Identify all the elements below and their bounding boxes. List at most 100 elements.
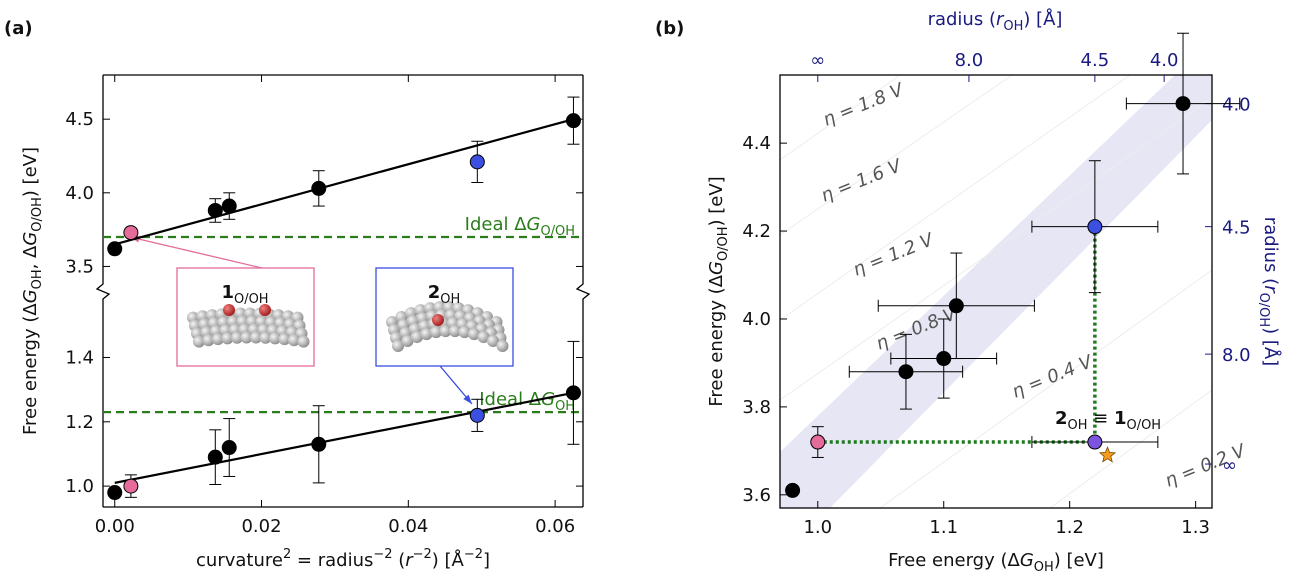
x2-axis-label: radius (rOH) [Å] [928,8,1063,34]
point [811,435,825,449]
text-part: Free energy (Δ [20,303,41,435]
text-part: , Δ [20,245,41,269]
panel-label: (b) [655,18,684,39]
text-part: O/OH [1127,418,1162,433]
plot-background [780,75,1212,508]
text-part: ] [483,550,490,571]
y-tick-label: 4.4 [742,133,771,154]
text-part: −2 [413,547,432,562]
y-tick-label: 1.0 [65,476,94,497]
y-tick-label: 1.2 [65,412,94,433]
point [222,441,236,455]
text-part: ≡ [1087,408,1114,429]
text-part: radius ( [1260,217,1281,285]
text-part: ) [Å] [1260,327,1282,366]
y-tick-label: 3.8 [742,397,771,418]
text-part: radius ( [928,9,996,30]
text-part: −2 [464,547,483,562]
text-part: G [20,289,41,303]
x-tick-label: 1.3 [1181,517,1210,538]
text-part: curvature [196,550,283,571]
y-tick-label: 4.2 [742,221,771,242]
text-part: ) [eV] [20,147,41,197]
point [124,226,138,240]
contour-label: η = 1.8 V [820,79,908,131]
point [208,450,222,464]
atom [497,340,509,352]
y-tick-label: 3.6 [742,485,771,506]
point [1176,97,1190,111]
reference-label: Ideal ΔGO/OH [465,214,575,239]
point [124,479,138,493]
point [566,386,580,400]
text-part: 1 [1114,408,1127,429]
y2-tick-label: 4.5 [1222,218,1251,239]
contour-label: η = 1.6 V [818,155,906,207]
text-part: O/OH [716,227,731,262]
text-part: = radius [291,550,373,571]
y2-axis-label: radius (rO/OH) [Å] [1256,217,1282,366]
x-tick-label: 0.00 [95,516,135,537]
x2-tick-label: 4.5 [1081,50,1110,71]
panel-label: (a) [4,18,33,39]
ideal-band [780,75,1212,508]
fit-line [115,393,574,483]
text-part: 2 [283,547,291,562]
point [949,299,963,313]
text-part: OH [1068,418,1088,433]
point [108,242,122,256]
text-part: Free energy (Δ [706,274,727,406]
x-tick-label: 0.02 [241,516,281,537]
text-part: OH [1034,560,1054,575]
point [312,181,326,195]
point [566,114,580,128]
point [470,155,484,169]
text-part: OH [440,292,460,307]
x2-tick-label: 8.0 [955,50,984,71]
text-part: OH [30,269,45,289]
point [108,486,122,500]
text-part: 1 [221,282,234,303]
text-part: ) [eV] [1054,550,1104,571]
text-part: ) [eV] [706,176,727,226]
insets: 1O/OH 2OH [130,236,513,404]
text-part: G [20,232,41,246]
y-axis-label: Free energy (ΔGO/OH) [eV] [706,176,731,406]
point [470,408,484,422]
point [208,203,222,217]
text-part: −2 [373,547,392,562]
point [312,437,326,451]
text-part: O/OH [234,292,269,307]
contour-label: η = 1.2 V [850,229,938,281]
text-part: O/OH [30,197,45,232]
text-part: Ideal Δ [479,389,542,410]
text-part: ) [Å [432,549,465,571]
x-tick-label: 0.06 [535,516,575,537]
text-part: 2 [1055,408,1068,429]
y2-tick-label: 8.0 [1222,345,1251,366]
x-axis-label: curvature2 = radius−2 (r−2) [Å−2] [196,547,490,571]
text-part: G [1020,550,1034,571]
atom [298,336,310,348]
equivalence-label: 2OH ≡ 1O/OH [1055,408,1161,433]
text-part: Free energy (Δ [888,550,1020,571]
figure: 1O/OH2OH (a)0.000.020.040.063.54.04.51.0… [0,0,1293,577]
text-part: OH [555,399,575,414]
y-tick-label: 3.5 [65,256,94,277]
y-tick-label: 1.4 [65,347,94,368]
x-tick-label: 1.2 [1055,517,1084,538]
point [937,352,951,366]
frame-a [97,75,589,507]
point [899,365,913,379]
x-axis-label: Free energy (ΔGOH) [eV] [888,550,1104,575]
text-part: G [706,261,727,275]
text-part: OH [1003,19,1023,34]
text-part: 2 [428,282,441,303]
x-tick-label: 0.04 [388,516,428,537]
y-axis-label: Free energy (ΔGOH, ΔGO/OH) [eV] [20,147,45,435]
y-tick-label: 4.0 [65,183,94,204]
text-part: O/OH [1256,293,1271,328]
point [1088,220,1102,234]
text-part: ) [Å] [1023,8,1062,30]
text-part: ( [392,550,405,571]
